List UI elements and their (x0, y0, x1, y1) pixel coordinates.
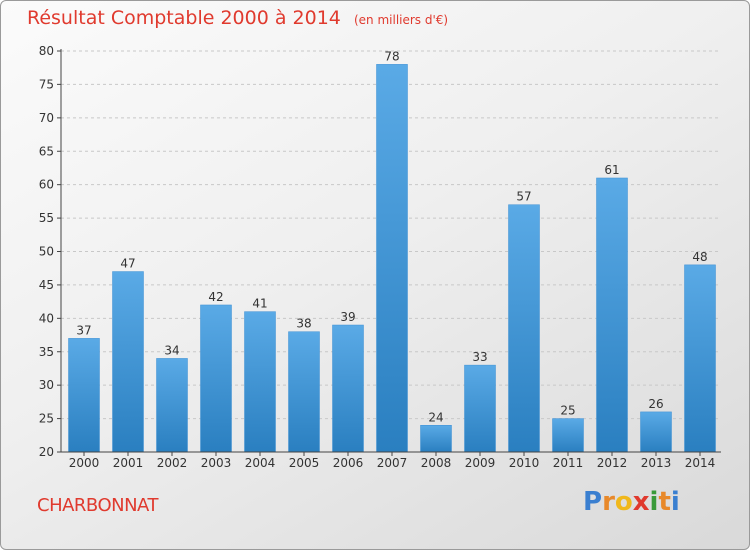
y-tick-label: 40 (39, 311, 54, 325)
bar-value-label: 61 (604, 163, 619, 177)
bar-value-label: 42 (208, 290, 223, 304)
x-tick-label: 2011 (553, 456, 584, 470)
y-tick-label: 45 (39, 278, 54, 292)
logo-letter: i (649, 487, 659, 517)
bar-value-label: 26 (648, 397, 663, 411)
logo-letter: o (614, 487, 633, 517)
x-tick-label: 2002 (157, 456, 188, 470)
x-tick-label: 2010 (509, 456, 540, 470)
x-tick-label: 2000 (69, 456, 100, 470)
x-tick-label: 2003 (201, 456, 232, 470)
bar-chart: 37 47 34 42 41 38 39 78 24 33 57 25 61 26 48 20 25 30 35 4… (39, 44, 721, 470)
logo-letter: t (658, 487, 671, 517)
bar (112, 271, 144, 453)
x-tick-label: 2014 (685, 456, 716, 470)
chart-title: Résultat Comptable 2000 à 2014 (27, 7, 341, 29)
x-tick-label: 2009 (465, 456, 496, 470)
bar (640, 411, 672, 453)
bar (68, 338, 100, 453)
logo-letter: P (583, 487, 603, 517)
place-name: CHARBONNAT (37, 495, 158, 516)
y-tick-label: 20 (39, 445, 54, 459)
logo-letter: i (670, 487, 680, 517)
bar (288, 331, 320, 453)
bar-value-label: 57 (516, 190, 531, 204)
x-tick-label: 2013 (641, 456, 672, 470)
x-tick-label: 2007 (377, 456, 408, 470)
x-tick-label: 2008 (421, 456, 452, 470)
y-tick-label: 55 (39, 211, 54, 225)
y-tick-label: 25 (39, 412, 54, 426)
y-tick-label: 50 (39, 245, 54, 259)
y-tick-label: 35 (39, 345, 54, 359)
bar (420, 425, 452, 453)
bar (684, 264, 716, 453)
bar (552, 418, 584, 453)
proxiti-logo[interactable]: Proxiti (583, 487, 680, 517)
bar (376, 64, 408, 453)
x-tick-label: 2001 (113, 456, 144, 470)
bar-value-label: 78 (384, 49, 399, 63)
bar-value-label: 47 (120, 257, 135, 271)
bar (332, 324, 364, 453)
chart-title-block: Résultat Comptable 2000 à 2014 (en milli… (27, 7, 448, 29)
bar-value-label: 41 (252, 297, 267, 311)
x-tick-label: 2005 (289, 456, 320, 470)
axes: 20 25 30 35 40 45 50 55 60 65 70 75 80 2000 2001 2002 20… (39, 44, 721, 470)
bar-value-label: 37 (76, 323, 91, 337)
bar-value-label: 34 (164, 343, 179, 357)
bar-value-label: 24 (428, 410, 443, 424)
y-tick-label: 80 (39, 44, 54, 58)
y-tick-label: 70 (39, 111, 54, 125)
bar (464, 364, 496, 453)
logo-letter: x (632, 487, 650, 517)
bar (156, 358, 188, 453)
x-tick-label: 2004 (245, 456, 276, 470)
bar (596, 177, 628, 453)
y-tick-label: 75 (39, 77, 54, 91)
chart-unit: (en milliers d'€) (353, 13, 449, 27)
bar-value-label: 38 (296, 317, 311, 331)
bar (200, 304, 232, 453)
bar-value-label: 33 (472, 350, 487, 364)
x-tick-label: 2006 (333, 456, 364, 470)
y-tick-label: 65 (39, 144, 54, 158)
y-tick-label: 30 (39, 378, 54, 392)
bar (244, 311, 276, 453)
x-tick-label: 2012 (597, 456, 628, 470)
logo-letter: r (602, 487, 615, 517)
bars: 37 47 34 42 41 38 39 78 24 33 57 25 61 26 48 (68, 49, 716, 453)
bar (508, 204, 540, 453)
bar-value-label: 25 (560, 404, 575, 418)
bar-value-label: 39 (340, 310, 355, 324)
bar-value-label: 48 (692, 250, 707, 264)
y-tick-label: 60 (39, 178, 54, 192)
